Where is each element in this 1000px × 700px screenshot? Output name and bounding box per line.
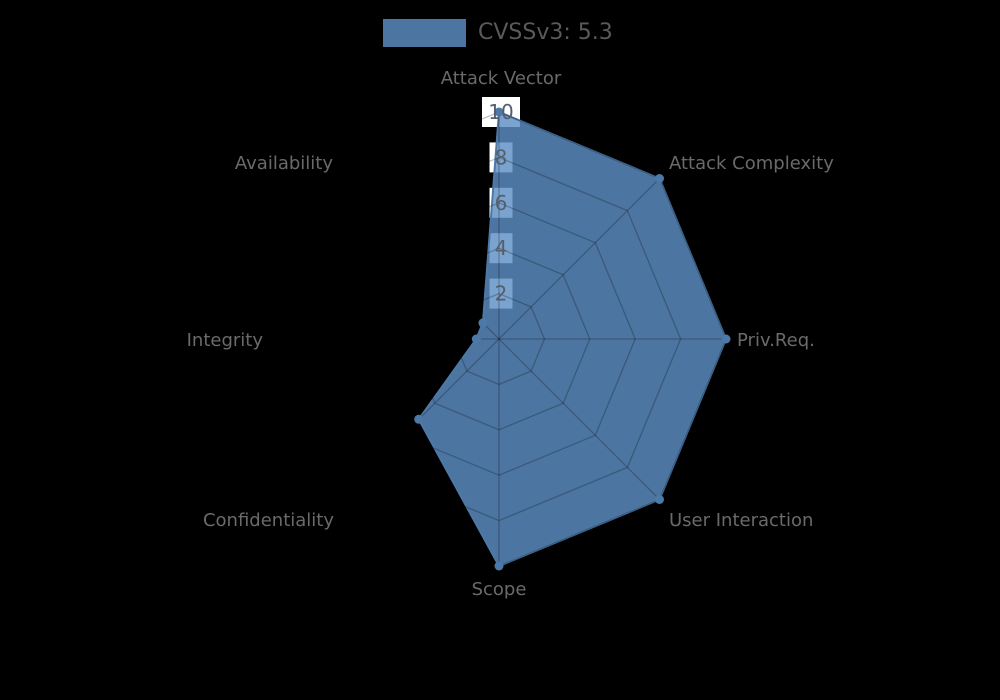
- vertex-marker-confidentiality: [414, 414, 424, 424]
- legend-swatch: [383, 19, 466, 47]
- tick-label-4: 4: [495, 236, 508, 260]
- axis-label-priv-req: Priv.Req.: [737, 330, 815, 351]
- vertex-marker-availability: [478, 318, 488, 328]
- axis-label-user-interaction: User Interaction: [669, 510, 813, 531]
- grid-ring-8: [316, 156, 682, 522]
- grid-spoke-attack-complexity: [498, 178, 660, 340]
- tick-label-10: 10: [488, 100, 513, 124]
- vertex-marker-integrity: [471, 334, 481, 344]
- grid-ring-6: [362, 202, 636, 476]
- legend: CVSSv3: 5.3: [383, 19, 613, 47]
- axis-label-availability: Availability: [235, 153, 333, 174]
- grid-ring-2: [452, 292, 546, 386]
- grid-ring-4: [407, 247, 591, 431]
- tick-label-8: 8: [495, 145, 508, 169]
- vertex-marker-user-interaction: [655, 495, 664, 504]
- vertex-marker-attack-vector: [494, 107, 504, 117]
- tick-label-2: 2: [495, 282, 508, 306]
- legend-label: CVSSv3: 5.3: [478, 20, 613, 45]
- vertex-marker-priv-req: [721, 334, 731, 344]
- grid-spoke-availability: [338, 178, 500, 340]
- axis-label-integrity: Integrity: [187, 330, 264, 351]
- axis-label-attack-vector: Attack Vector: [441, 68, 562, 89]
- axis-label-confidentiality: Confidentiality: [203, 510, 334, 531]
- vertex-marker-attack-complexity: [655, 174, 664, 183]
- tick-label-6: 6: [495, 191, 508, 215]
- vertex-marker-scope: [494, 561, 504, 571]
- axis-label-scope: Scope: [472, 579, 527, 600]
- axis-label-attack-complexity: Attack Complexity: [669, 153, 834, 174]
- grid-spoke-user-interaction: [498, 338, 660, 500]
